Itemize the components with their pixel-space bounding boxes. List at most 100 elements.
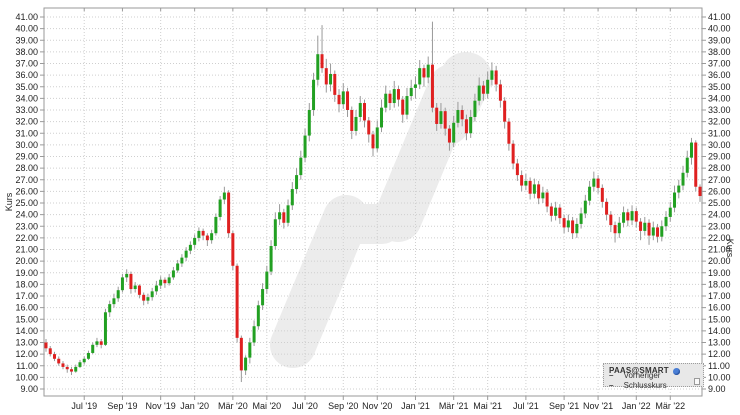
x-tick-label: Jul '19 [71,401,97,411]
y-tick-label: 39.00 [708,35,731,45]
candle-body [69,369,73,372]
candle-body [324,68,328,85]
candle-body [269,246,273,272]
y-tick-label: 28.00 [708,163,731,173]
y-axis-title-left: Kurs [4,192,14,212]
candle-body [358,103,362,117]
x-tick-label: Nov '21 [583,401,613,411]
candle-body [452,122,456,143]
candle-body [78,362,82,367]
candle-body [120,277,124,291]
y-tick-label: 17.00 [15,291,38,301]
candle-body [112,298,116,305]
y-tick-label: 32.00 [708,117,731,127]
candle-body [609,214,613,226]
y-tick-label: 21.00 [708,245,731,255]
candle-body [681,172,685,186]
candle-body [44,342,48,349]
candle-body [405,96,409,115]
y-tick-label: 9.00 [20,384,38,394]
candle-body [184,250,188,258]
y-tick-label: 28.00 [15,163,38,173]
y-tick-label: 37.00 [15,59,38,69]
y-tick-label: 39.00 [15,35,38,45]
y-tick-label: 16.00 [15,303,38,313]
candle-body [103,312,107,345]
candle-body [668,207,672,217]
candle-body [456,110,460,123]
candle-body [600,187,604,202]
candle-body [95,341,99,345]
x-tick-label: Sep '20 [328,401,358,411]
candle-body [82,358,86,363]
y-tick-label: 30.00 [708,140,731,150]
candle-body [320,54,324,69]
info-icon[interactable] [672,367,680,375]
candle-body [286,205,290,223]
candle-body [337,94,341,105]
y-tick-label: 15.00 [15,314,38,324]
y-tick-label: 36.00 [15,70,38,80]
x-tick-label: Mär '20 [218,401,248,411]
candle-body [231,233,235,266]
candle-body [549,206,553,216]
candle-body [252,326,256,343]
y-tick-label: 20.00 [708,256,731,266]
candle-body [656,227,660,237]
candle-body [261,289,265,306]
y-tick-label: 34.00 [15,93,38,103]
candle-body [388,93,392,104]
candle-body [48,348,52,355]
y-tick-label: 38.00 [708,47,731,57]
candle-body [460,110,464,120]
y-tick-label: 35.00 [15,82,38,92]
candle-body [159,279,163,286]
y-tick-label: 23.00 [15,221,38,231]
y-tick-label: 24.00 [708,210,731,220]
y-tick-label: 13.00 [708,338,731,348]
y-tick-label: 14.00 [15,326,38,336]
legend: PAAS@SMART – – Vorheriger Schlusskurs [603,363,704,390]
candle-body [163,279,167,284]
candle-body [176,263,180,271]
y-tick-label: 12.00 [15,349,38,359]
candle-body [588,186,592,201]
candle-body [673,192,677,208]
candle-body [473,100,477,117]
candle-body [193,237,197,245]
prev-close-checkbox[interactable] [693,377,700,385]
candle-body [282,212,286,223]
candle-body [528,180,532,194]
legend-prev-close-label: Vorheriger Schlusskurs [623,371,667,390]
candle-body [430,64,434,108]
candle-body [426,64,430,78]
candle-body [125,273,129,278]
y-tick-label: 21.00 [15,245,38,255]
x-tick-label: Jul '20 [292,401,318,411]
candle-body [214,216,218,234]
candle-body [265,271,269,290]
candle-body [197,230,201,238]
candle-body [392,89,396,104]
y-tick-label: 32.00 [15,117,38,127]
y-tick-label: 31.00 [15,128,38,138]
candle-body [511,143,515,164]
x-tick-label: Jan '21 [401,401,430,411]
candle-body [65,366,69,370]
y-tick-label: 37.00 [708,59,731,69]
candle-body [409,87,413,97]
y-tick-label: 27.00 [708,175,731,185]
candle-body [222,192,226,200]
candle-body [605,201,609,215]
y-tick-label: 25.00 [15,198,38,208]
candle-body [617,222,621,234]
candle-body [571,220,575,234]
x-tick-label: Sep '19 [107,401,137,411]
candle-body [218,199,222,217]
candle-body [583,200,587,214]
candle-body [439,111,443,124]
candle-body [167,277,171,284]
candle-body [227,192,231,234]
y-tick-label: 12.00 [708,349,731,359]
